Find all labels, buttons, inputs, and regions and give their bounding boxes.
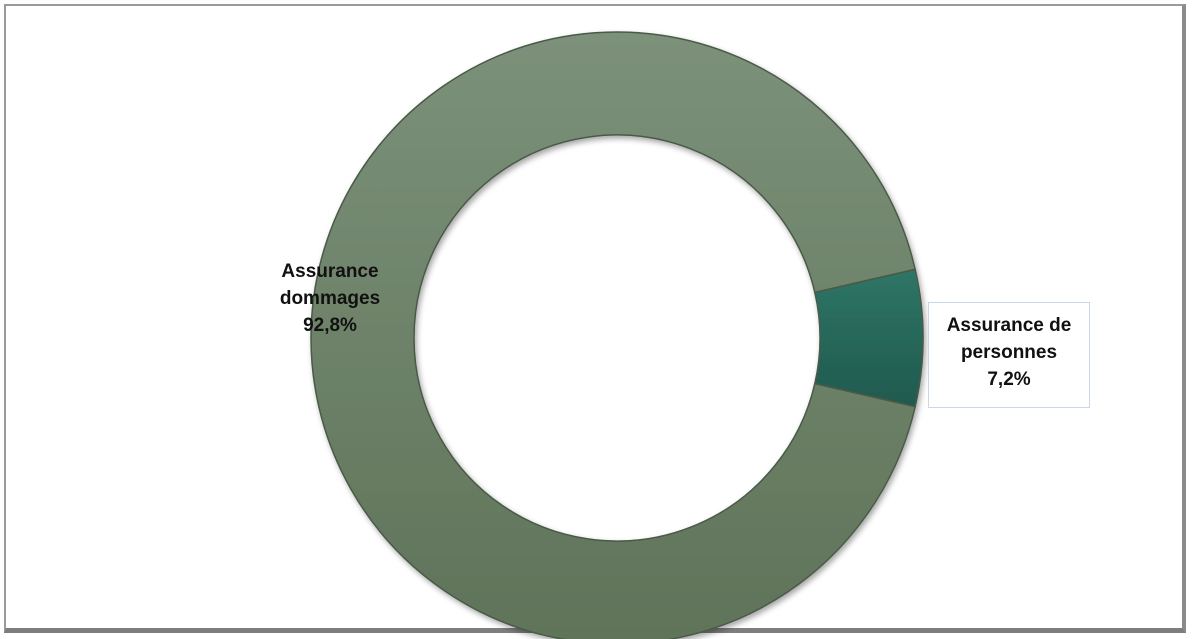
slice-assurance-dommages: [310, 31, 917, 639]
label-line: Assurance de: [946, 315, 1072, 336]
label-line: personnes: [960, 342, 1058, 363]
data-label-assurance-dommages: Assurance dommages 92,8%: [262, 258, 398, 339]
label-line: dommages: [279, 288, 381, 309]
label-value: 7,2%: [987, 369, 1031, 390]
data-label-assurance-de-personnes: Assurance de personnes 7,2%: [928, 302, 1090, 408]
slice-assurance-de-personnes: [813, 268, 924, 408]
label-line: Assurance: [281, 261, 379, 282]
label-value: 92,8%: [303, 315, 357, 336]
